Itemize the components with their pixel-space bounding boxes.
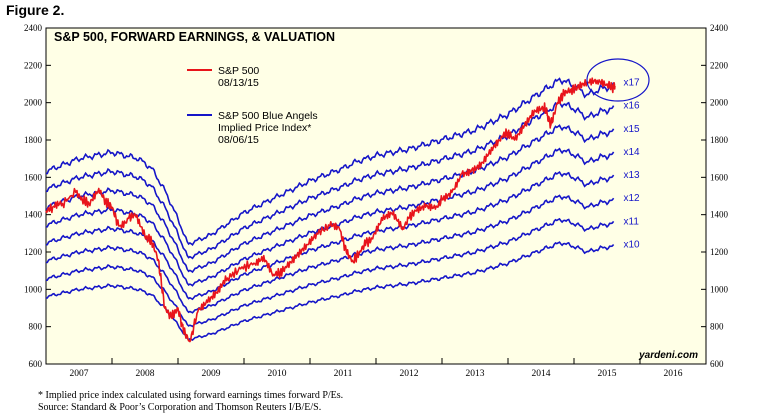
y-tick-label-right: 1400 — [710, 210, 729, 220]
y-tick-label-right: 1600 — [710, 172, 729, 182]
blue-angel-line-x11 — [45, 217, 615, 328]
x-tick-label: 2009 — [202, 369, 221, 379]
blue-angel-line-x10 — [45, 241, 615, 341]
legend-text-blue_angels: 08/06/15 — [218, 134, 259, 146]
blue-angels-lines — [45, 77, 615, 341]
y-tick-label-left: 800 — [29, 322, 43, 332]
y-tick-label-left: 2200 — [24, 60, 43, 70]
multiple-label-x11: x11 — [624, 216, 640, 227]
y-tick-label-right: 2000 — [710, 98, 729, 108]
x-tick-label: 2012 — [400, 369, 419, 379]
multiple-label-x10: x10 — [624, 240, 641, 251]
multiple-label-x16: x16 — [624, 101, 641, 112]
legend-text-sp500: S&P 500 — [218, 65, 259, 77]
multiple-label-x13: x13 — [624, 170, 641, 181]
y-tick-label-left: 2400 — [24, 23, 43, 33]
highlight-ellipse — [586, 58, 650, 102]
blue-angel-line-x13 — [45, 170, 615, 301]
blue-angel-line-x16 — [45, 100, 615, 260]
footnote-line-1: * Implied price index calculated using f… — [38, 390, 344, 401]
legend-text-sp500: 08/13/15 — [218, 77, 259, 89]
y-tick-label-right: 1200 — [710, 247, 729, 257]
footnote-line-2: Source: Standard & Poor’s Corporation an… — [38, 402, 322, 413]
y-tick-label-left: 2000 — [24, 98, 43, 108]
y-tick-label-left: 1800 — [24, 135, 43, 145]
blue-angel-line-x12 — [45, 194, 615, 314]
x-tick-label: 2007 — [70, 369, 89, 379]
x-tick-label: 2008 — [136, 369, 155, 379]
multiple-label-x12: x12 — [624, 193, 641, 204]
multiple-label-x14: x14 — [624, 147, 641, 158]
axes: 600 600 800 800 1000 1000 1200 1200 1400 1400 1600… — [24, 23, 729, 379]
multiple-label-x17: x17 — [624, 77, 641, 88]
legend-text-blue_angels: S&P 500 Blue Angels — [218, 110, 318, 122]
blue-angel-line-x15 — [45, 124, 615, 274]
y-tick-label-right: 2400 — [710, 23, 729, 33]
x-tick-label: 2011 — [334, 369, 353, 379]
x-tick-label: 2016 — [664, 369, 683, 379]
x-tick-label: 2013 — [466, 369, 485, 379]
blue-angel-line-x17 — [45, 77, 615, 246]
y-tick-label-right: 600 — [710, 359, 724, 369]
y-tick-label-right: 1800 — [710, 135, 729, 145]
multiple-labels: x10 x11 x12 x13 x14 x15 x16 x17 — [624, 77, 641, 250]
legend-text-blue_angels: Implied Price Index* — [218, 122, 311, 134]
y-tick-label-left: 1000 — [24, 284, 43, 294]
x-tick-label: 2014 — [532, 369, 551, 379]
y-tick-label-right: 1000 — [710, 284, 729, 294]
sp500-series-line — [45, 77, 616, 343]
footnote: * Implied price index calculated using f… — [38, 390, 343, 414]
blue-angel-line-x14 — [45, 147, 615, 287]
watermark: yardeni.com — [638, 350, 698, 361]
x-tick-label: 2015 — [598, 369, 617, 379]
y-tick-label-right: 2200 — [710, 60, 729, 70]
multiple-label-x15: x15 — [624, 124, 641, 135]
y-tick-label-right: 800 — [710, 322, 724, 332]
y-tick-label-left: 1200 — [24, 247, 43, 257]
chart-title: S&P 500, FORWARD EARNINGS, & VALUATION — [54, 30, 335, 44]
plot-area — [45, 27, 707, 365]
figure-label: Figure 2. — [6, 2, 65, 18]
y-tick-label-left: 1600 — [24, 172, 43, 182]
y-tick-label-left: 1400 — [24, 210, 43, 220]
y-tick-label-left: 600 — [29, 359, 43, 369]
x-tick-label: 2010 — [268, 369, 287, 379]
